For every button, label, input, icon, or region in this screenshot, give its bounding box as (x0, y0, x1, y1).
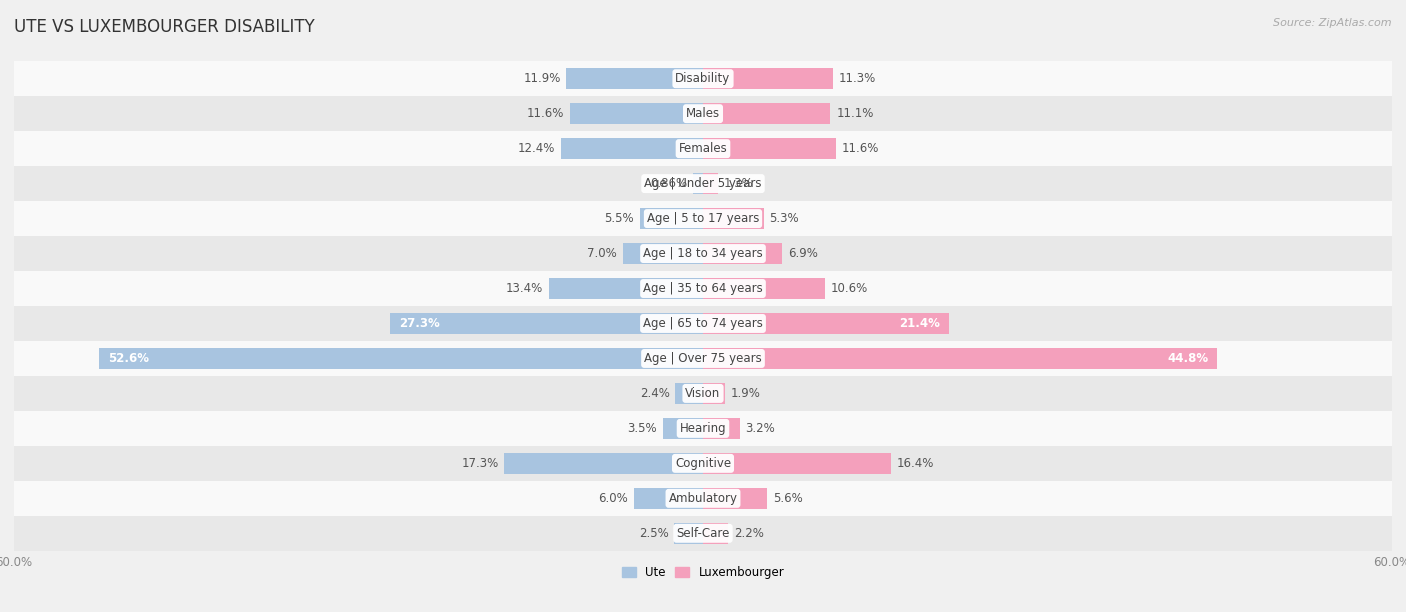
Text: Self-Care: Self-Care (676, 527, 730, 540)
Text: 44.8%: 44.8% (1167, 352, 1208, 365)
Text: 1.3%: 1.3% (724, 177, 754, 190)
Text: Age | 5 to 17 years: Age | 5 to 17 years (647, 212, 759, 225)
Bar (569, 103, 703, 124)
Text: 2.2%: 2.2% (734, 527, 763, 540)
Bar (14, 61, 1392, 96)
Text: 16.4%: 16.4% (897, 457, 935, 470)
Text: 27.3%: 27.3% (399, 317, 440, 330)
Text: 17.3%: 17.3% (461, 457, 499, 470)
Text: 11.1%: 11.1% (837, 107, 873, 120)
Bar (14, 131, 1392, 166)
Bar (703, 103, 831, 124)
Text: Age | Under 5 years: Age | Under 5 years (644, 177, 762, 190)
Text: 5.5%: 5.5% (605, 212, 634, 225)
Text: 3.2%: 3.2% (745, 422, 775, 435)
Bar (14, 201, 1392, 236)
Bar (703, 138, 837, 159)
Text: 5.3%: 5.3% (769, 212, 799, 225)
Text: Age | 35 to 64 years: Age | 35 to 64 years (643, 282, 763, 295)
Bar (14, 166, 1392, 201)
Bar (389, 313, 703, 334)
Bar (703, 348, 1218, 369)
Text: Age | 18 to 34 years: Age | 18 to 34 years (643, 247, 763, 260)
Bar (675, 523, 703, 544)
Bar (14, 481, 1392, 516)
Bar (14, 236, 1392, 271)
Legend: Ute, Luxembourger: Ute, Luxembourger (617, 562, 789, 584)
Bar (703, 313, 949, 334)
Bar (703, 453, 891, 474)
Bar (703, 243, 782, 264)
Bar (693, 173, 703, 194)
Bar (14, 271, 1392, 306)
Text: 2.4%: 2.4% (640, 387, 669, 400)
Text: 2.5%: 2.5% (638, 527, 669, 540)
Bar (14, 411, 1392, 446)
Text: Age | 65 to 74 years: Age | 65 to 74 years (643, 317, 763, 330)
Text: 11.6%: 11.6% (527, 107, 564, 120)
Text: Hearing: Hearing (679, 422, 727, 435)
Bar (662, 418, 703, 439)
Bar (14, 516, 1392, 551)
Text: Ambulatory: Ambulatory (668, 492, 738, 505)
Text: Males: Males (686, 107, 720, 120)
Text: 5.6%: 5.6% (773, 492, 803, 505)
Bar (703, 523, 728, 544)
Text: 6.9%: 6.9% (787, 247, 818, 260)
Text: Age | Over 75 years: Age | Over 75 years (644, 352, 762, 365)
Bar (675, 383, 703, 404)
Text: 11.3%: 11.3% (838, 72, 876, 85)
Bar (640, 208, 703, 229)
Text: Source: ZipAtlas.com: Source: ZipAtlas.com (1274, 18, 1392, 28)
Bar (550, 278, 703, 299)
Text: Females: Females (679, 142, 727, 155)
Bar (14, 376, 1392, 411)
Bar (703, 208, 763, 229)
Text: 10.6%: 10.6% (831, 282, 868, 295)
Text: 11.6%: 11.6% (842, 142, 879, 155)
Bar (703, 383, 725, 404)
Text: Cognitive: Cognitive (675, 457, 731, 470)
Bar (505, 453, 703, 474)
Text: 52.6%: 52.6% (108, 352, 149, 365)
Text: 6.0%: 6.0% (599, 492, 628, 505)
Bar (14, 96, 1392, 131)
Bar (14, 306, 1392, 341)
Text: 3.5%: 3.5% (627, 422, 657, 435)
Bar (703, 173, 718, 194)
Bar (703, 278, 825, 299)
Text: 11.9%: 11.9% (523, 72, 561, 85)
Bar (703, 68, 832, 89)
Bar (14, 446, 1392, 481)
Bar (14, 341, 1392, 376)
Bar (703, 418, 740, 439)
Text: 0.86%: 0.86% (650, 177, 688, 190)
Bar (561, 138, 703, 159)
Bar (98, 348, 703, 369)
Text: Vision: Vision (685, 387, 721, 400)
Text: 13.4%: 13.4% (506, 282, 543, 295)
Bar (703, 488, 768, 509)
Text: 1.9%: 1.9% (731, 387, 761, 400)
Text: Disability: Disability (675, 72, 731, 85)
Text: UTE VS LUXEMBOURGER DISABILITY: UTE VS LUXEMBOURGER DISABILITY (14, 18, 315, 36)
Text: 12.4%: 12.4% (517, 142, 555, 155)
Text: 7.0%: 7.0% (588, 247, 617, 260)
Text: 21.4%: 21.4% (898, 317, 939, 330)
Bar (634, 488, 703, 509)
Bar (567, 68, 703, 89)
Bar (623, 243, 703, 264)
